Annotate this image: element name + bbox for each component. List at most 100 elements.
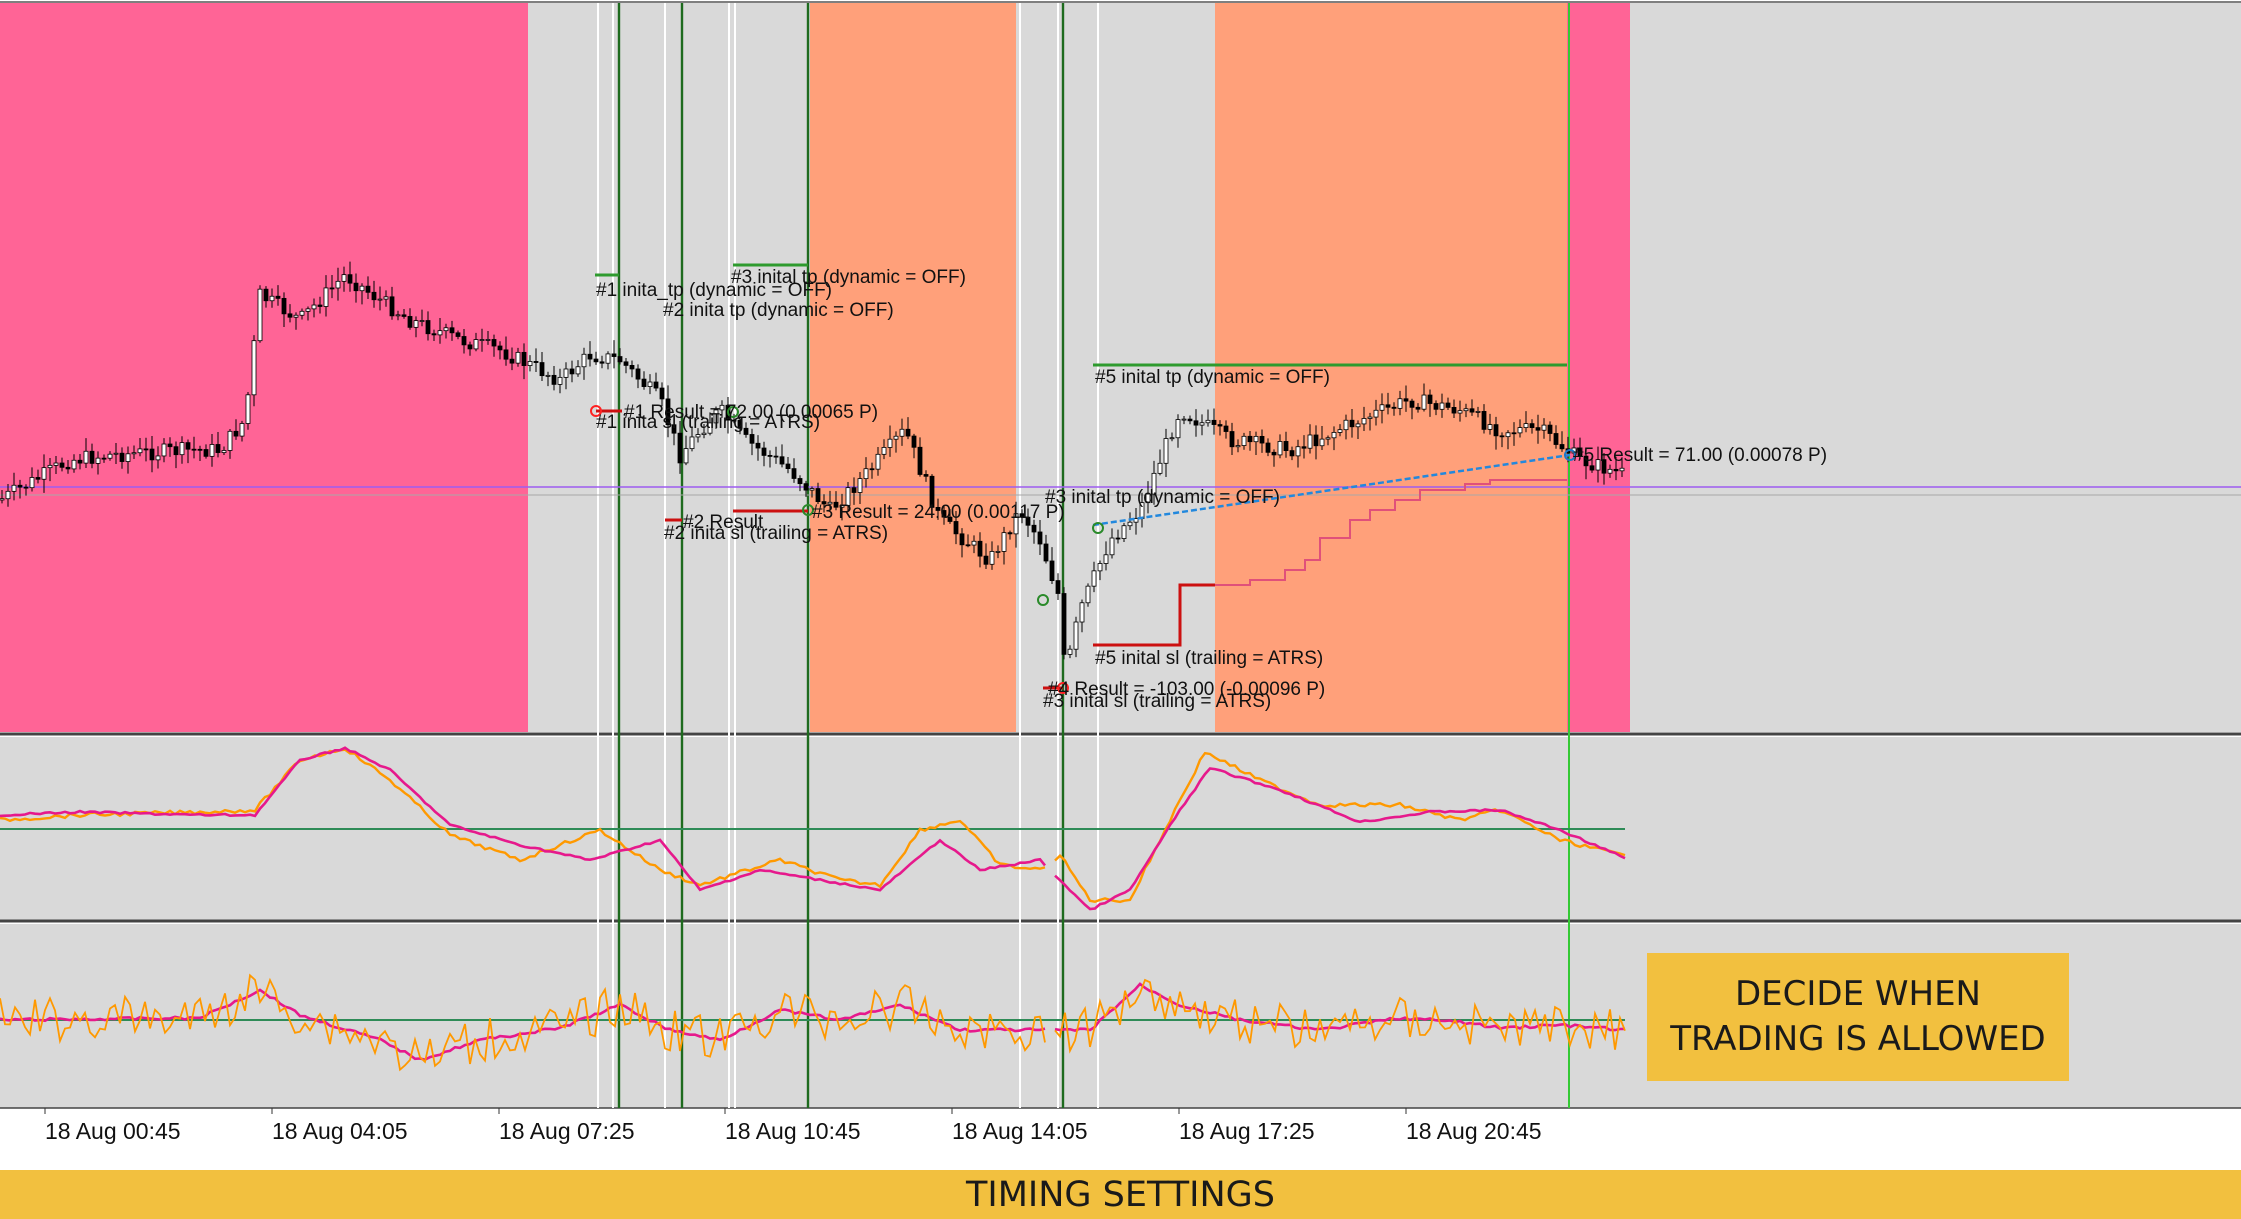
candle-body (107, 453, 113, 459)
candle-body (347, 274, 353, 284)
candle-body (95, 457, 101, 464)
candle-body (563, 368, 569, 378)
fast-oscillator-line-1 (1054, 751, 1626, 904)
candle-body (245, 394, 251, 424)
trade-arrow-marker (1092, 522, 1104, 534)
candle-body (1223, 425, 1229, 432)
candle-body (839, 505, 845, 508)
candle-body (539, 362, 545, 377)
candle-body (1517, 427, 1523, 434)
candle-body (1415, 406, 1421, 410)
slow-oscillator-line-1 (0, 746, 1047, 892)
candle-body (1067, 648, 1073, 655)
candle-body (809, 488, 815, 491)
candle-body (713, 409, 719, 424)
candle-body (89, 450, 95, 464)
candle-body (749, 434, 755, 444)
candle-body (1037, 531, 1043, 545)
candle-body (143, 448, 149, 451)
oscillator-series (0, 746, 1626, 1072)
candle-body (293, 314, 299, 318)
candle-body (413, 320, 419, 328)
candle-body (881, 447, 887, 455)
x-tick-label: 18 Aug 04:05 (272, 1118, 408, 1144)
candle-body (17, 484, 23, 488)
candle-body (581, 353, 587, 368)
candle-body (1169, 437, 1175, 440)
x-tick-label: 18 Aug 20:45 (1406, 1118, 1542, 1144)
candle-body (1235, 445, 1241, 448)
candle-body (911, 435, 917, 448)
candle-body (1043, 543, 1049, 562)
candle-body (893, 435, 899, 440)
candle-body (335, 280, 341, 289)
trade-arrow-marker (1564, 449, 1576, 461)
candle-body (719, 404, 725, 411)
candle-body (977, 540, 983, 557)
candle-body (1535, 427, 1541, 431)
candle-body (371, 291, 377, 301)
candle-body (1601, 459, 1607, 474)
candle-body (869, 468, 875, 471)
candle-body (845, 487, 851, 506)
candle-body (443, 327, 449, 332)
trade-markers (590, 405, 1576, 694)
candle-body (1583, 455, 1589, 467)
candle-body (1619, 467, 1625, 472)
candle-body (1163, 438, 1169, 464)
trade-levels (595, 263, 1571, 690)
candle-body (113, 452, 119, 455)
candle-body (461, 336, 467, 346)
candle-body (251, 340, 257, 396)
candle-body (227, 430, 233, 451)
trade-arrow-marker (1037, 594, 1049, 606)
candle-body (779, 456, 785, 465)
candle-body (1493, 424, 1499, 437)
candle-body (1595, 459, 1601, 471)
candle-body (1319, 438, 1325, 447)
candle-body (671, 424, 677, 434)
trade-arrow-marker (590, 405, 602, 417)
candle-body (1499, 435, 1505, 438)
candle-body (455, 332, 461, 337)
candle-body (353, 282, 359, 292)
candle-body (593, 358, 599, 363)
candle-body (1295, 446, 1301, 457)
candle-body (1079, 602, 1085, 623)
trade-annotation-label: #5 inital tp (dynamic = OFF) (1095, 367, 1330, 388)
candle-body (617, 356, 623, 363)
candle-body (641, 378, 647, 387)
candle-body (815, 488, 821, 502)
candle-body (1487, 424, 1493, 430)
candle-body (419, 320, 425, 322)
candle-body (437, 330, 443, 336)
candle-body (929, 475, 935, 508)
candle-body (407, 316, 413, 328)
candle-body (1097, 563, 1103, 572)
candle-body (485, 339, 491, 341)
candle-body (1055, 580, 1061, 594)
candle-body (677, 432, 683, 464)
fast-oscillator-line-2 (0, 973, 1046, 1072)
candle-body (701, 432, 707, 435)
candle-body (575, 366, 581, 375)
candle-body (77, 459, 83, 464)
candle-body (401, 314, 407, 317)
candle-body (1025, 516, 1031, 526)
candle-body (629, 365, 635, 370)
candle-body (875, 453, 881, 470)
candle-body (965, 544, 971, 547)
candle-body (1451, 407, 1457, 414)
candle-body (5, 490, 11, 500)
candle-body (953, 521, 959, 535)
candle-body (689, 436, 695, 450)
candle-body (863, 468, 869, 480)
candle-body (653, 381, 659, 389)
candle-body (1397, 398, 1403, 409)
candle-body (149, 448, 155, 461)
candle-body (1481, 411, 1487, 430)
candle-body (1145, 493, 1151, 504)
candle-body (1553, 433, 1559, 445)
candle-body (323, 287, 329, 307)
candle-body (215, 444, 221, 453)
